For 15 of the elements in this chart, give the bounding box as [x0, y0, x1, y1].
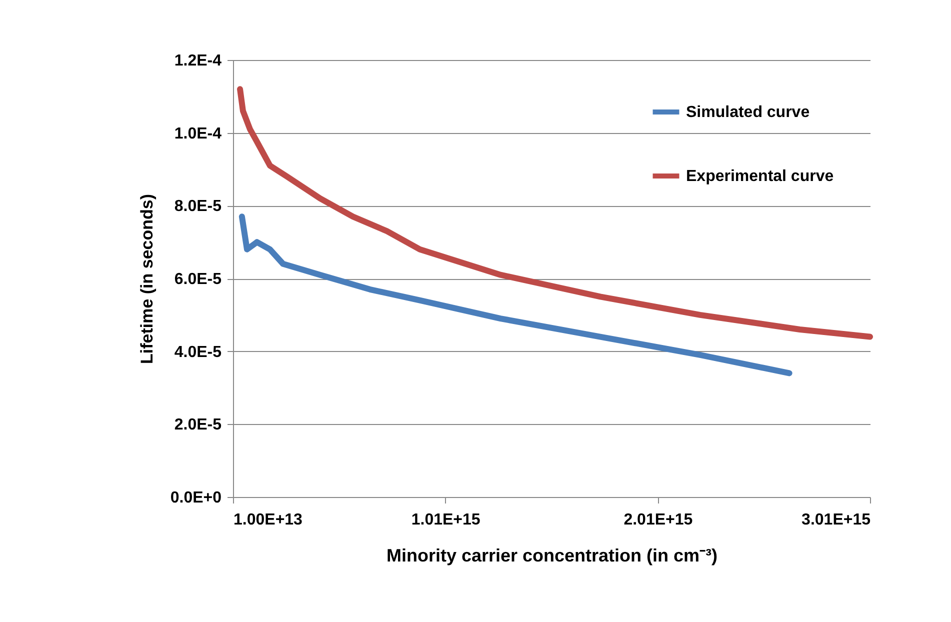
x-tick-label: 1.01E+15 — [411, 512, 480, 528]
x-axis-title: Minority carrier concentration (in cm⁻³) — [386, 546, 718, 566]
legend-label: Simulated curve — [686, 104, 810, 121]
y-tick-label: 2.0E-5 — [174, 416, 222, 434]
y-tick-label: 4.0E-5 — [174, 344, 222, 361]
legend-label: Experimental curve — [686, 168, 834, 185]
y-tick-label: 0.0E+0 — [170, 490, 222, 506]
y-tick-label: 1.0E-4 — [174, 125, 222, 142]
x-tick-label: 3.01E+15 — [802, 512, 871, 528]
y-axis-title: Lifetime (in seconds) — [137, 194, 156, 364]
x-tick-label: 2.01E+15 — [624, 512, 693, 528]
y-tick-label: 8.0E-5 — [174, 198, 222, 216]
y-tick-label: 6.0E-5 — [174, 271, 222, 288]
y-tick-label: 1.2E-4 — [174, 52, 222, 70]
x-tick-label: 1.00E+13 — [234, 512, 303, 528]
